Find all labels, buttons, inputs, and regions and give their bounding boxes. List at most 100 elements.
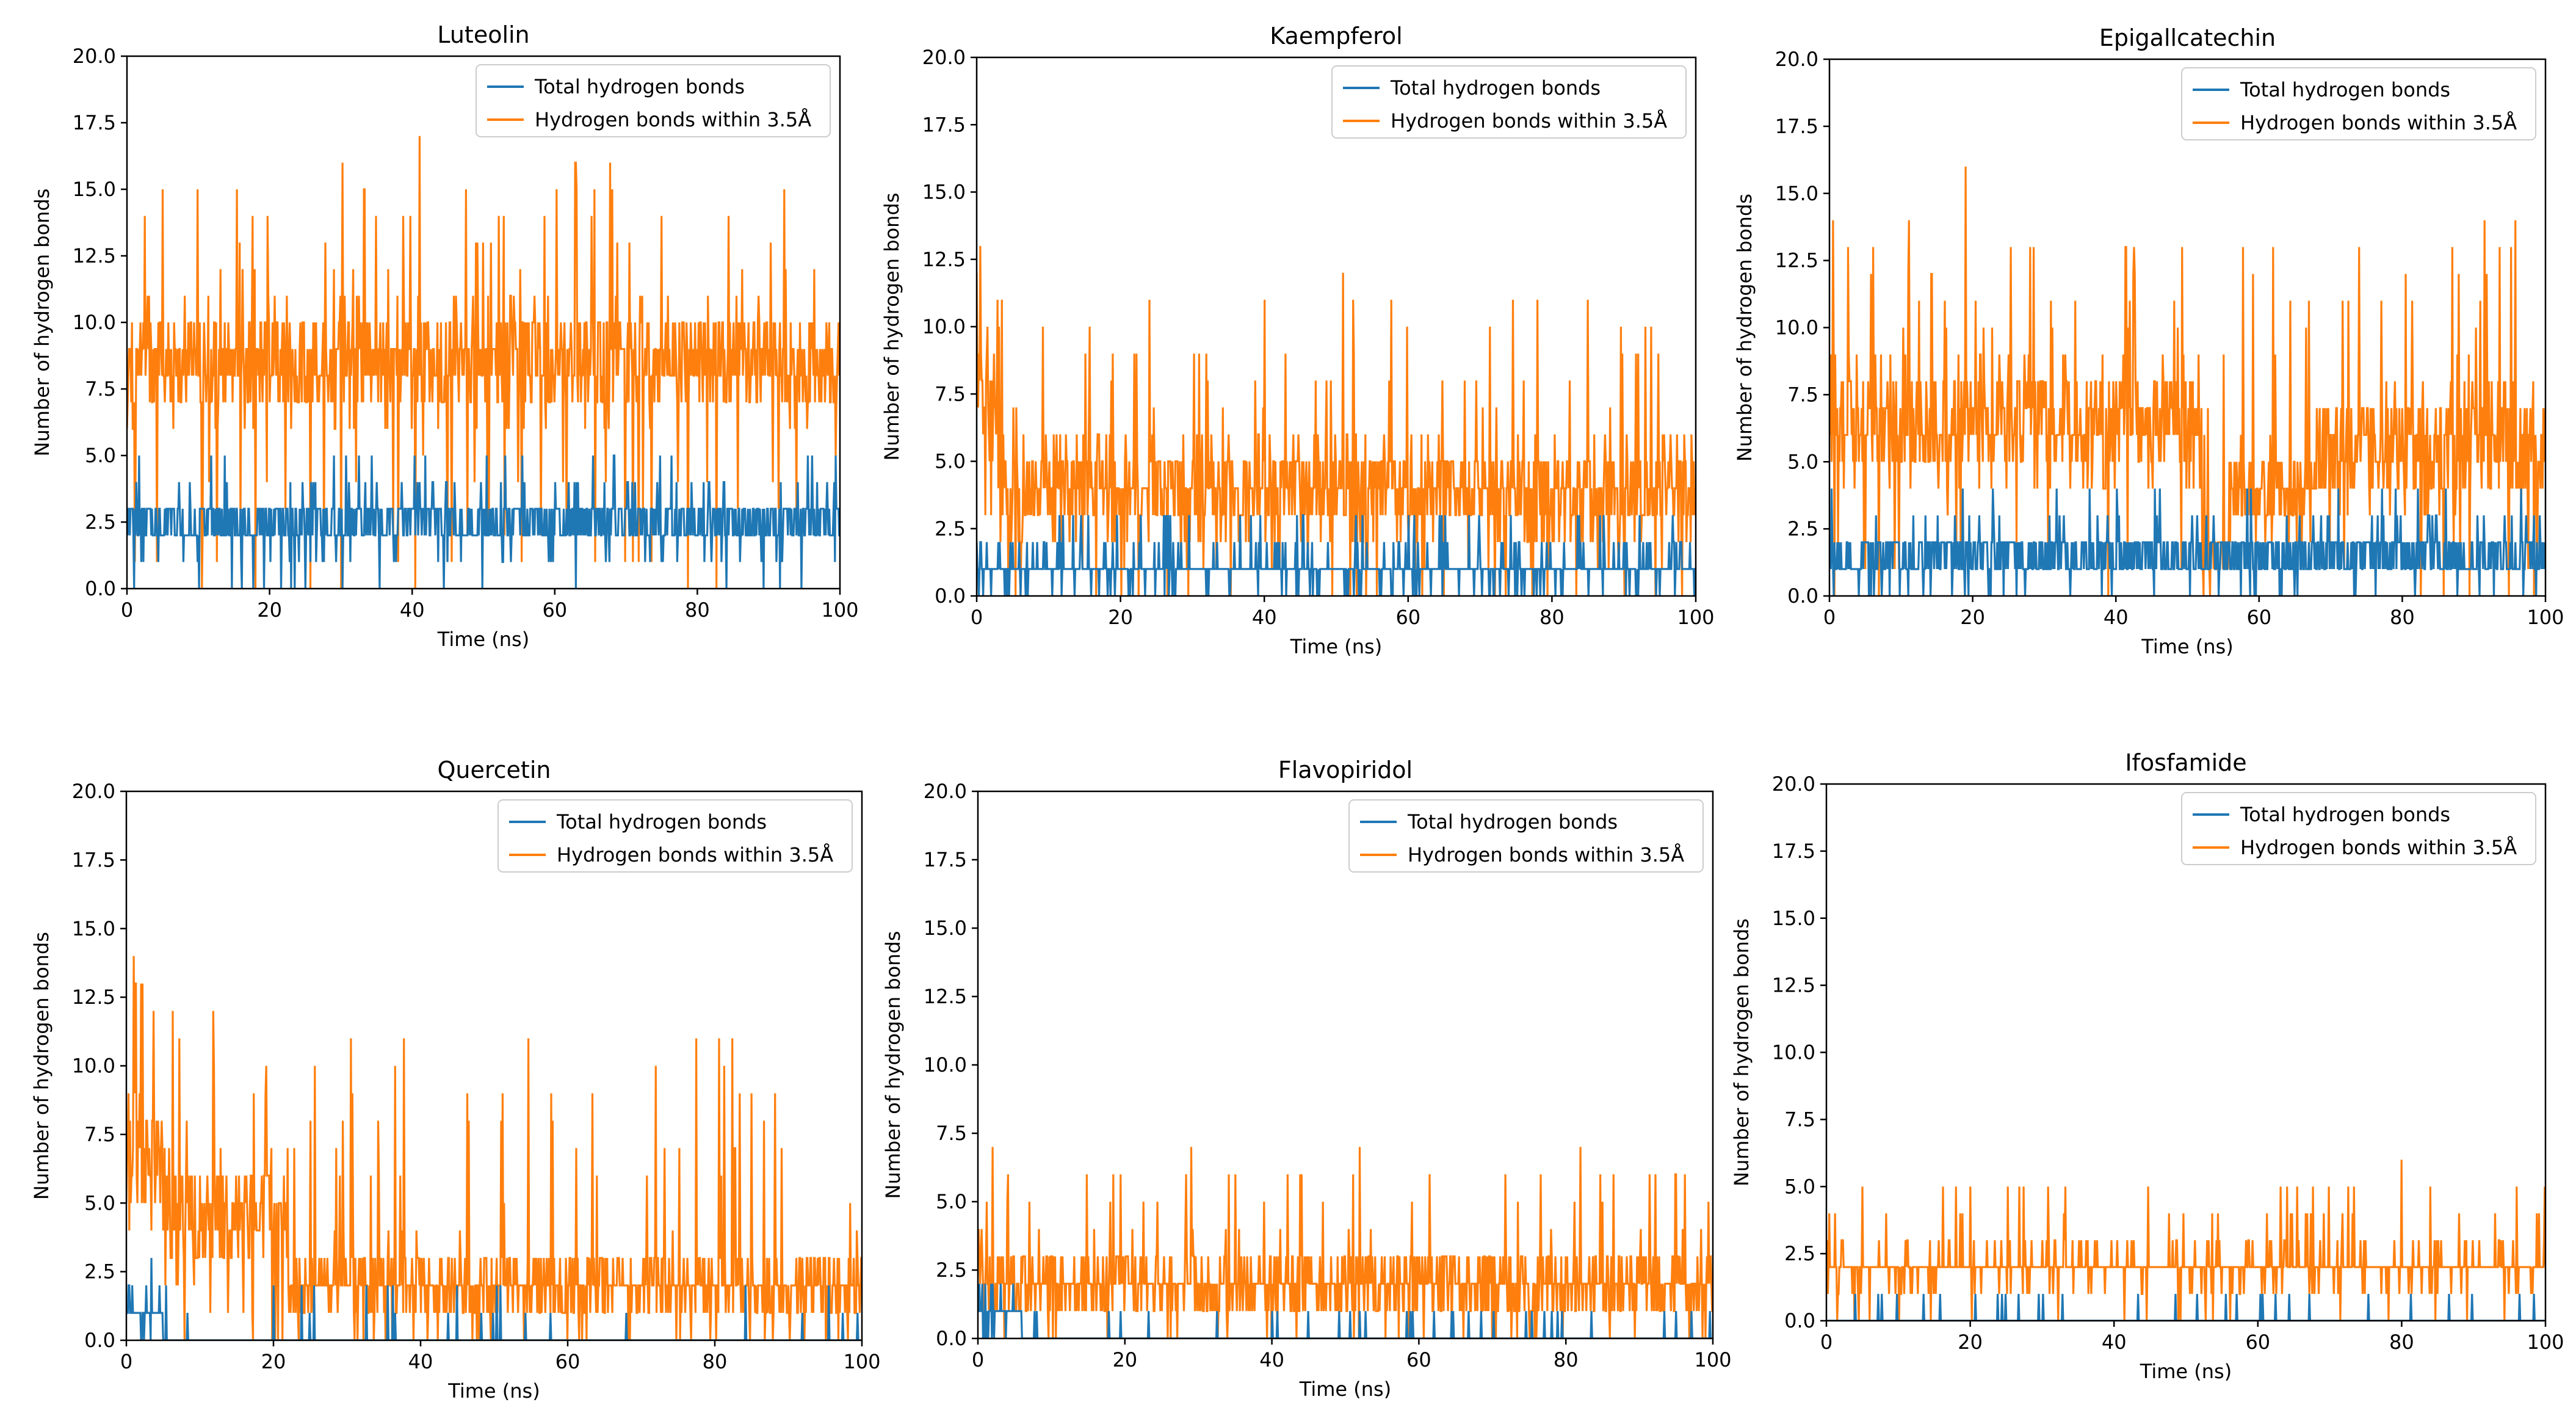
series-line-hydrogen-bonds-within-3-5	[126, 956, 862, 1340]
legend-entry: Total hydrogen bonds	[556, 810, 767, 833]
series-line-total-hydrogen-bonds	[1829, 488, 2545, 596]
y-tick-label: 10.0	[73, 311, 116, 334]
chart-panel-quercetin: 0 20 40 60 80 100 0.0 2.5 5.0 7.5 10.0 12.5 15.0 17.5…	[30, 757, 881, 1403]
x-tick-label: 20	[257, 598, 282, 622]
y-tick-label: 5.0	[1787, 450, 1818, 473]
y-tick-label: 12.5	[922, 248, 966, 271]
chart-title: Luteolin	[437, 21, 529, 48]
plot-area	[127, 136, 840, 589]
y-tick-label: 2.5	[936, 1258, 967, 1282]
y-tick-label: 12.5	[1775, 249, 1818, 272]
legend-entry: Hydrogen bonds within 3.5Å	[535, 108, 811, 131]
x-tick-label: 20	[1112, 1348, 1137, 1371]
y-tick-label: 0.0	[85, 577, 116, 600]
legend-entry: Hydrogen bonds within 3.5Å	[2240, 111, 2517, 134]
series-line-hydrogen-bonds-within-3-5	[978, 1147, 1713, 1338]
chart-panel-flavopiridol: 0 20 40 60 80 100 0.0 2.5 5.0 7.5 10.0 12.5 15.0 17.5…	[881, 757, 1732, 1401]
x-tick-label: 40	[2102, 1331, 2127, 1354]
x-tick-label: 100	[821, 598, 858, 622]
y-tick-label: 0.0	[1787, 584, 1818, 608]
legend: Total hydrogen bonds Hydrogen bonds withi…	[476, 64, 831, 137]
x-tick-label: 60	[2245, 1331, 2270, 1354]
chart-title: Epigallcatechin	[2099, 24, 2276, 51]
y-tick-label: 17.5	[73, 111, 116, 134]
x-tick-label: 60	[555, 1350, 581, 1373]
legend-box	[2181, 792, 2536, 865]
x-tick-label: 0	[971, 606, 983, 629]
x-tick-label: 80	[1554, 1348, 1579, 1371]
y-tick-label: 12.5	[73, 244, 116, 267]
y-tick-label: 5.0	[1784, 1175, 1815, 1198]
y-tick-label: 0.0	[936, 1327, 967, 1350]
chart-panel-luteolin: 0 20 40 60 80 100 0.0 2.5 5.0 7.5 10.0 12.5 15.0 17.5…	[31, 21, 859, 651]
legend-entry: Hydrogen bonds within 3.5Å	[2240, 836, 2517, 859]
y-tick-label: 0.0	[84, 1329, 115, 1352]
x-tick-label: 40	[1259, 1348, 1284, 1371]
legend-entry: Total hydrogen bonds	[1407, 810, 1618, 833]
legend-entry: Hydrogen bonds within 3.5Å	[557, 843, 833, 866]
y-tick-label: 17.5	[922, 113, 966, 136]
x-tick-label: 20	[1108, 606, 1133, 629]
chart-title: Ifosfamide	[2125, 749, 2246, 776]
x-tick-label: 100	[1694, 1348, 1731, 1371]
y-tick-label: 20.0	[72, 780, 115, 803]
y-axis-label: Number of hydrogen bonds	[30, 932, 53, 1200]
x-tick-label: 100	[1677, 606, 1714, 629]
plot-area	[1826, 1160, 2545, 1321]
y-tick-label: 5.0	[85, 444, 116, 467]
chart-title: Flavopiridol	[1278, 757, 1413, 783]
legend-entry: Hydrogen bonds within 3.5Å	[1408, 843, 1684, 866]
chart-title: Quercetin	[438, 757, 551, 783]
series-line-total-hydrogen-bonds	[977, 514, 1696, 596]
legend-entry: Total hydrogen bonds	[534, 75, 745, 98]
x-tick-label: 0	[972, 1348, 984, 1371]
legend-entry: Hydrogen bonds within 3.5Å	[1391, 109, 1667, 133]
y-axis-label: Number of hydrogen bonds	[1730, 918, 1753, 1186]
x-tick-label: 20	[1960, 606, 1985, 629]
x-tick-label: 80	[2389, 1331, 2414, 1354]
y-tick-label: 12.5	[1772, 974, 1815, 997]
plot-area	[978, 1147, 1713, 1338]
y-tick-label: 17.5	[924, 848, 967, 871]
y-tick-label: 5.0	[84, 1191, 115, 1214]
legend-entry: Total hydrogen bonds	[2240, 78, 2450, 101]
chart-title: Kaempferol	[1270, 23, 1402, 49]
y-tick-label: 17.5	[72, 848, 115, 871]
x-tick-label: 80	[685, 598, 710, 622]
y-tick-label: 5.0	[935, 450, 966, 473]
y-axis-label: Number of hydrogen bonds	[1733, 194, 1756, 462]
x-tick-label: 80	[703, 1350, 728, 1373]
series-line-hydrogen-bonds-within-3-5	[1829, 166, 2545, 596]
series-line-hydrogen-bonds-within-3-5	[1826, 1160, 2545, 1321]
y-tick-label: 15.0	[924, 917, 967, 940]
y-tick-label: 15.0	[1775, 182, 1818, 205]
x-tick-label: 40	[2104, 606, 2129, 629]
x-tick-label: 0	[120, 1350, 132, 1373]
y-tick-label: 17.5	[1772, 840, 1815, 863]
y-tick-label: 2.5	[935, 517, 966, 540]
y-tick-label: 10.0	[924, 1053, 967, 1077]
plot-area	[126, 956, 862, 1340]
x-tick-label: 0	[1823, 606, 1836, 629]
x-tick-label: 100	[843, 1350, 880, 1373]
y-tick-label: 2.5	[84, 1260, 115, 1283]
legend-entry: Total hydrogen bonds	[1390, 76, 1601, 100]
legend-box	[476, 64, 831, 137]
x-tick-label: 0	[121, 598, 133, 622]
y-tick-label: 10.0	[1775, 316, 1818, 339]
y-axis-label: Number of hydrogen bonds	[880, 193, 903, 461]
legend-box	[497, 799, 853, 873]
y-tick-label: 0.0	[1784, 1309, 1815, 1332]
plot-area	[977, 245, 1696, 596]
x-tick-label: 60	[1395, 606, 1420, 629]
x-tick-label: 100	[2527, 1331, 2564, 1354]
y-tick-label: 10.0	[1772, 1041, 1815, 1064]
y-tick-label: 12.5	[924, 985, 967, 1008]
y-tick-label: 7.5	[84, 1123, 115, 1146]
y-tick-label: 2.5	[1784, 1242, 1815, 1265]
y-tick-label: 10.0	[72, 1055, 115, 1078]
y-tick-label: 20.0	[924, 780, 967, 803]
x-tick-label: 60	[1406, 1348, 1431, 1371]
x-tick-label: 20	[1958, 1331, 1983, 1354]
